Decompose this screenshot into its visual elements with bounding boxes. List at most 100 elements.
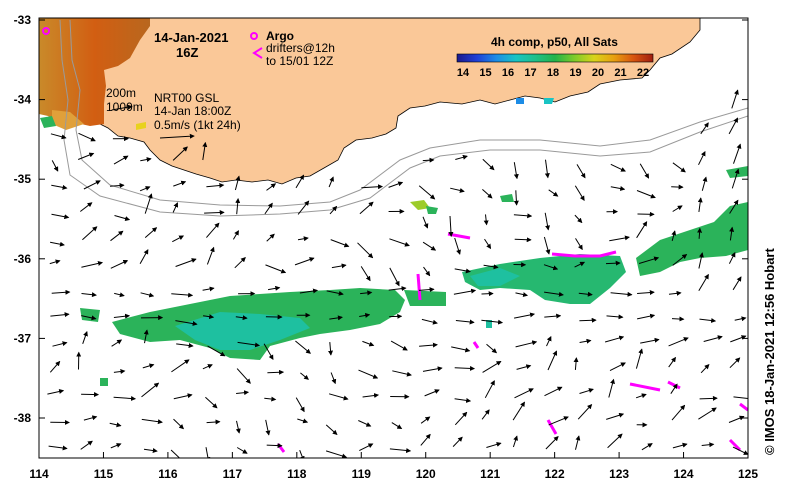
current-vector bbox=[513, 162, 519, 180]
current-vector bbox=[264, 396, 277, 402]
current-vector bbox=[668, 356, 676, 368]
current-vector bbox=[420, 433, 431, 446]
current-vector bbox=[512, 401, 525, 421]
current-vector bbox=[636, 190, 656, 199]
current-vector bbox=[265, 419, 271, 436]
current-vector bbox=[671, 184, 684, 190]
current-vector bbox=[205, 447, 211, 458]
current-vector bbox=[359, 201, 374, 215]
current-vector bbox=[111, 339, 123, 347]
current-vector bbox=[268, 285, 281, 291]
current-vector bbox=[206, 246, 215, 265]
current-vector bbox=[513, 190, 519, 206]
current-vector bbox=[206, 222, 220, 238]
current-vector bbox=[141, 382, 160, 398]
x-tick-116: 116 bbox=[158, 467, 178, 481]
current-vector bbox=[328, 393, 349, 401]
current-vector bbox=[297, 236, 309, 242]
current-vector bbox=[110, 230, 124, 242]
x-tick-121: 121 bbox=[480, 467, 500, 481]
current-vector bbox=[330, 372, 337, 385]
current-vector bbox=[325, 450, 348, 458]
current-vector bbox=[515, 340, 538, 348]
current-vector bbox=[672, 162, 686, 173]
current-vector bbox=[175, 320, 198, 326]
current-vector bbox=[329, 205, 338, 215]
colorbar-tick-20: 20 bbox=[592, 67, 604, 79]
current-vector bbox=[514, 388, 534, 399]
current-vector bbox=[237, 341, 261, 348]
x-tick-117: 117 bbox=[223, 467, 243, 481]
current-vector bbox=[172, 235, 185, 243]
current-vector bbox=[81, 292, 97, 298]
current-vector bbox=[295, 397, 305, 413]
current-vector bbox=[51, 213, 70, 220]
current-time: 14-Jan 18:00Z bbox=[154, 104, 231, 118]
current-vector bbox=[83, 180, 101, 190]
current-vector bbox=[548, 416, 569, 426]
current-vector bbox=[698, 407, 717, 420]
current-vector bbox=[482, 189, 493, 199]
current-vector bbox=[514, 312, 536, 319]
current-vector bbox=[732, 446, 748, 455]
current-vector bbox=[482, 158, 495, 171]
current-vector bbox=[144, 227, 158, 238]
current-vector bbox=[483, 264, 499, 270]
current-vector bbox=[636, 313, 656, 320]
current-vector bbox=[267, 369, 285, 375]
current-vector bbox=[330, 239, 350, 248]
current-vector bbox=[604, 335, 625, 343]
current-vector bbox=[486, 441, 502, 448]
drifters-legend-range: to 15/01 12Z bbox=[266, 54, 333, 68]
current-vector bbox=[359, 443, 374, 452]
current-vector bbox=[142, 363, 155, 369]
current-vector bbox=[51, 184, 68, 190]
current-vector bbox=[266, 233, 275, 242]
current-vector bbox=[361, 184, 384, 190]
current-vector bbox=[635, 393, 647, 399]
current-vector bbox=[639, 163, 650, 179]
current-vector bbox=[698, 252, 704, 269]
current-vector bbox=[295, 340, 311, 354]
argo-float-marker bbox=[42, 27, 50, 35]
current-vector bbox=[547, 350, 558, 371]
colorbar-tick-21: 21 bbox=[614, 67, 626, 79]
current-vector bbox=[671, 316, 685, 322]
current-vector bbox=[606, 314, 624, 320]
current-vectors bbox=[47, 89, 748, 458]
current-vector bbox=[731, 168, 740, 189]
current-vector bbox=[51, 160, 59, 172]
current-vector bbox=[418, 185, 436, 200]
current-vector bbox=[671, 404, 686, 421]
x-tick-123: 123 bbox=[609, 467, 629, 481]
current-vector bbox=[358, 369, 379, 379]
current-vector bbox=[297, 200, 310, 215]
current-vector bbox=[700, 363, 710, 374]
current-vector bbox=[699, 318, 717, 323]
current-vector bbox=[390, 340, 408, 351]
current-vector bbox=[109, 422, 122, 428]
x-tick-114: 114 bbox=[29, 467, 49, 481]
current-vector bbox=[234, 175, 241, 191]
current-vector bbox=[574, 185, 585, 202]
current-vector bbox=[328, 342, 334, 356]
isobath-1000m bbox=[59, 19, 748, 217]
current-vector bbox=[139, 249, 149, 265]
current-vector bbox=[576, 164, 586, 179]
x-tick-120: 120 bbox=[416, 467, 436, 481]
current-vector bbox=[544, 386, 563, 397]
current-vector bbox=[173, 180, 187, 187]
current-vector bbox=[454, 237, 461, 255]
current-vector bbox=[205, 396, 218, 409]
current-vector bbox=[668, 290, 682, 296]
current-vector bbox=[579, 338, 592, 344]
current-vector bbox=[299, 288, 319, 294]
current-product: NRT00 GSL bbox=[154, 91, 219, 105]
current-vector bbox=[697, 227, 703, 239]
current-vector bbox=[113, 369, 126, 375]
current-vector bbox=[609, 235, 630, 242]
colorbar-tick-16: 16 bbox=[502, 67, 514, 79]
current-vector bbox=[235, 420, 241, 434]
current-vector bbox=[699, 395, 718, 401]
current-vector bbox=[455, 319, 475, 325]
